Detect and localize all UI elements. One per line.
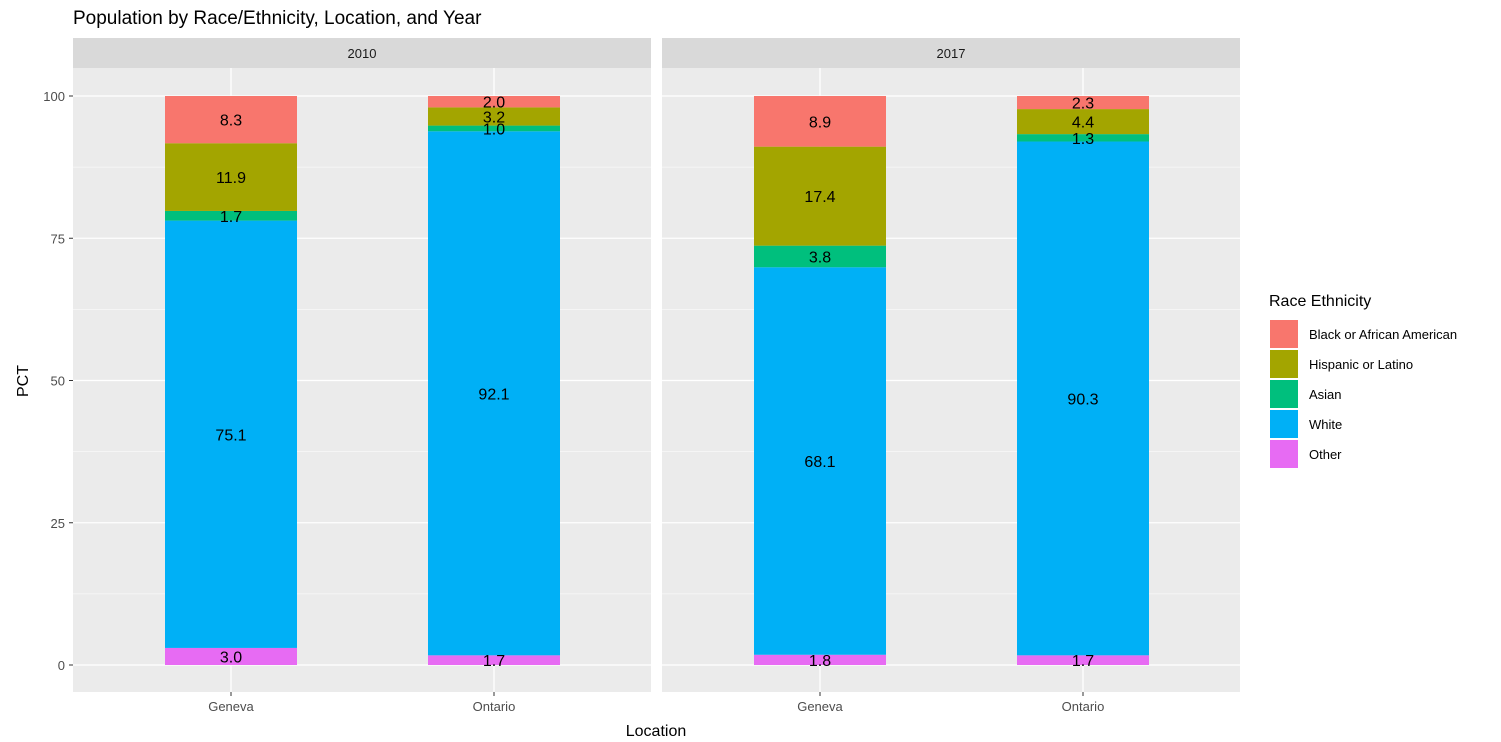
data-label: 1.3 (1072, 131, 1094, 148)
y-tick-label: 0 (58, 658, 65, 673)
facet-panels: 2010 3.0 75.1 1.7 11.9 8.3 Geneva 1.7 92.1 1.03.2… (73, 38, 1240, 714)
bar-segment-white (165, 220, 297, 648)
legend-label: Asian (1309, 387, 1342, 402)
bar-segment-other (1017, 655, 1149, 665)
facet-label: 2017 (937, 46, 966, 61)
bar-segment-asian (428, 125, 560, 132)
bar-segment-black-or-african-american (428, 96, 560, 108)
panel-2017: 2017 1.8 68.1 3.8 17.4 8.9 Geneva 1.7 90.3 1.34.4… (662, 38, 1240, 714)
bar-segment-asian (165, 210, 297, 221)
data-label: 8.3 (220, 113, 242, 130)
legend-swatch (1270, 380, 1298, 408)
data-label: 1.7 (483, 653, 505, 670)
data-label: 4.4 (1072, 115, 1094, 132)
legend-title: Race Ethnicity (1269, 293, 1371, 310)
x-tick-label: Ontario (1062, 699, 1105, 714)
y-axis: 0 25 50 75 100 (43, 89, 73, 673)
legend-swatch (1270, 440, 1298, 468)
legend-swatch (1270, 320, 1298, 348)
legend: Race Ethnicity Black or African American… (1269, 293, 1457, 468)
bar-segment-black-or-african-american (165, 96, 297, 144)
panel-2010: 2010 3.0 75.1 1.7 11.9 8.3 Geneva 1.7 92.1 1.03.2… (73, 38, 651, 714)
data-label: 8.9 (809, 114, 831, 131)
bar-segment-white (754, 267, 886, 655)
bar-segment-white (428, 131, 560, 656)
data-label: 1.7 (220, 209, 242, 226)
data-label: 75.1 (215, 427, 246, 444)
legend-label: Other (1309, 447, 1342, 462)
data-label: 2.3 (1072, 96, 1094, 113)
legend-label: Black or African American (1309, 327, 1457, 342)
data-label: 1.7 (1072, 653, 1094, 670)
data-label: 3.2 (483, 109, 505, 126)
bar-segment-other (165, 647, 297, 665)
data-label: 2.0 (483, 95, 505, 112)
data-label: 3.8 (809, 249, 831, 266)
facet-label: 2010 (348, 46, 377, 61)
bar-segment-black-or-african-american (754, 96, 886, 147)
data-label: 92.1 (478, 386, 509, 403)
legend-swatch (1270, 410, 1298, 438)
legend-swatch (1270, 350, 1298, 378)
bar-segment-other (428, 655, 560, 665)
legend-label: Hispanic or Latino (1309, 357, 1413, 372)
data-label: 3.0 (220, 649, 242, 666)
bar-segment-white (1017, 141, 1149, 656)
legend-label: White (1309, 417, 1342, 432)
data-label: 17.4 (804, 189, 835, 206)
chart-title: Population by Race/Ethnicity, Location, … (73, 8, 482, 29)
facet-strip (73, 38, 651, 68)
bar-segment-asian (754, 245, 886, 268)
x-tick-label: Ontario (473, 699, 516, 714)
x-tick-label: Geneva (208, 699, 254, 714)
data-label: 1.8 (809, 653, 831, 670)
x-axis-title: Location (626, 723, 687, 740)
data-label: 1.0 (483, 121, 505, 138)
bar-segment-asian (1017, 134, 1149, 142)
y-tick-label: 100 (43, 89, 65, 104)
y-tick-label: 25 (51, 516, 65, 531)
bar-segment-hispanic-or-latino (428, 107, 560, 126)
data-label: 90.3 (1067, 391, 1098, 408)
y-axis-title: PCT (15, 365, 32, 397)
x-tick-label: Geneva (797, 699, 843, 714)
bar-segment-hispanic-or-latino (1017, 109, 1149, 135)
bar-segment-other (754, 654, 886, 665)
bar-segment-hispanic-or-latino (754, 146, 886, 246)
y-tick-label: 50 (51, 374, 65, 389)
y-tick-label: 75 (51, 231, 65, 246)
data-label: 68.1 (804, 454, 835, 471)
data-label: 11.9 (216, 170, 246, 187)
bar-segment-black-or-african-american (1017, 96, 1149, 110)
facet-strip (662, 38, 1240, 68)
bar-segment-hispanic-or-latino (165, 143, 297, 211)
